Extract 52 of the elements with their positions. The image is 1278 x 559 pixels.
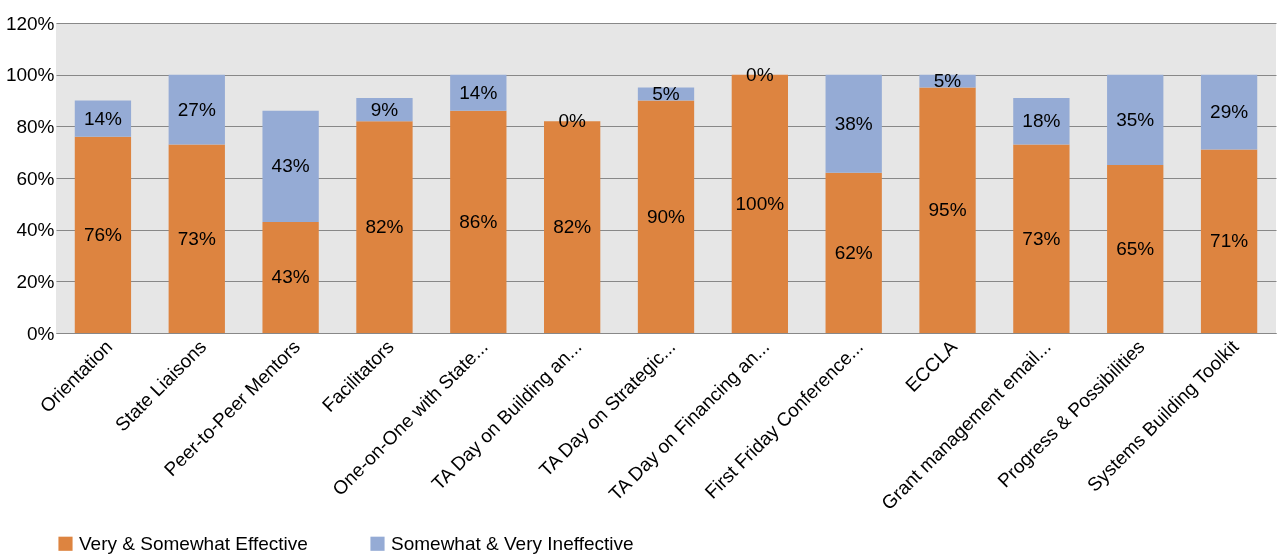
data-label: 9% — [370, 98, 399, 120]
data-label: 0% — [558, 110, 586, 132]
bar — [1200, 74, 1258, 150]
y-tick-label: 100% — [5, 64, 55, 86]
bar — [919, 87, 976, 333]
bar — [1107, 74, 1164, 166]
data-label: 27% — [177, 98, 216, 120]
bar — [450, 110, 507, 333]
data-label: 65% — [1116, 238, 1155, 260]
data-label: 43% — [271, 266, 310, 288]
data-label: 73% — [177, 227, 216, 249]
data-label: 71% — [1210, 230, 1249, 252]
bar — [1013, 97, 1070, 145]
bar — [1200, 149, 1258, 333]
data-label: 90% — [646, 205, 686, 227]
data-label: 14% — [83, 107, 123, 129]
bar — [262, 221, 319, 333]
bar — [356, 121, 413, 333]
data-label: 14% — [459, 81, 498, 103]
data-label: 35% — [1116, 108, 1155, 130]
bar — [1013, 144, 1070, 333]
data-label: 95% — [928, 199, 967, 221]
legend-label: Somewhat & Very Ineffective — [391, 532, 634, 554]
data-label: 73% — [1022, 227, 1061, 249]
y-tick-label: 80% — [16, 115, 55, 137]
bar — [637, 100, 695, 333]
bar — [262, 110, 319, 222]
data-label: 86% — [459, 210, 498, 232]
y-tick-label: 40% — [16, 219, 55, 241]
data-label: 62% — [834, 241, 873, 263]
bar — [825, 74, 882, 173]
y-tick-label: 20% — [16, 270, 55, 292]
legend-label: Very & Somewhat Effective — [79, 532, 308, 554]
data-label: 76% — [83, 223, 123, 245]
data-label: 43% — [271, 155, 310, 177]
bar — [168, 144, 225, 333]
bar — [1107, 165, 1164, 333]
data-label: 82% — [553, 216, 592, 238]
y-tick-label: 0% — [27, 322, 55, 344]
y-tick-label: 120% — [5, 12, 55, 34]
data-label: 5% — [933, 70, 962, 92]
data-label: 82% — [365, 216, 404, 238]
bar — [74, 136, 132, 333]
data-label: 100% — [735, 192, 785, 214]
bar — [168, 74, 225, 145]
y-tick-label: 60% — [16, 167, 55, 189]
data-label: 5% — [652, 83, 680, 105]
data-label: 0% — [746, 63, 774, 85]
data-label: 18% — [1022, 110, 1061, 132]
data-label: 38% — [834, 112, 873, 134]
data-label: 29% — [1210, 101, 1249, 123]
bar — [825, 172, 882, 333]
